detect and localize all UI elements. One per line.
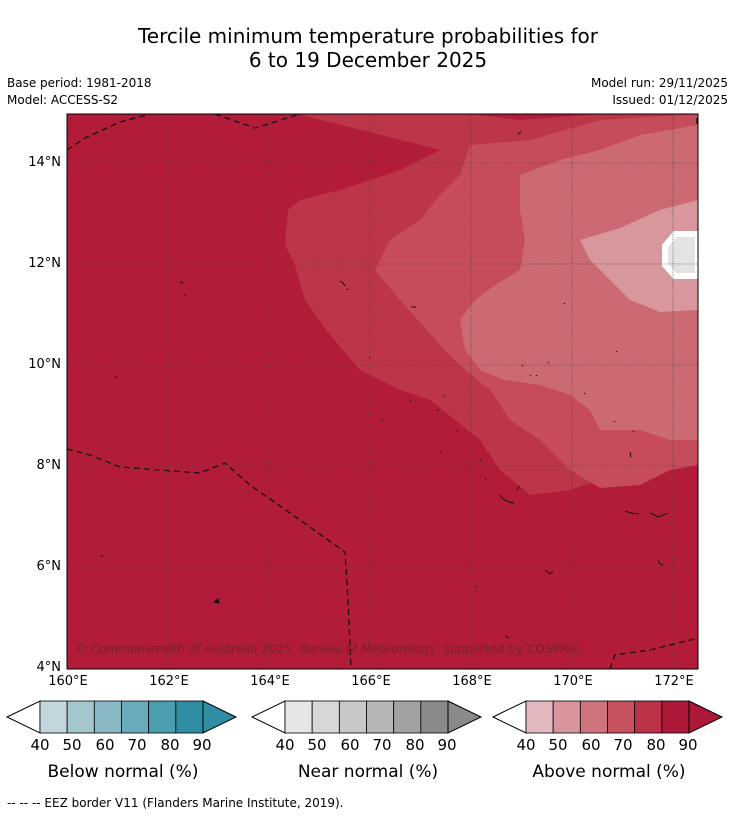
colorbar-segment bbox=[579, 700, 608, 734]
lat-label-4: 4°N bbox=[36, 660, 62, 675]
colorbar-segment bbox=[148, 700, 177, 734]
cb-near-tick: 80 bbox=[405, 736, 425, 754]
cb-below-tick: 50 bbox=[62, 736, 82, 754]
cb-below-tick: 60 bbox=[95, 736, 115, 754]
colorbar-segment bbox=[393, 700, 422, 734]
lon-label-170: 170°E bbox=[553, 674, 593, 689]
colorbar-segment bbox=[93, 700, 122, 734]
lon-label-168: 168°E bbox=[452, 674, 492, 689]
colorbar-segment bbox=[311, 700, 340, 734]
colorbar-below bbox=[5, 700, 238, 734]
colorbar-segment bbox=[525, 700, 554, 734]
colorbar-segment bbox=[607, 700, 636, 734]
map-credit: © Commonwealth of Australia 2025, Bureau… bbox=[75, 642, 581, 656]
lon-label-162: 162°E bbox=[149, 674, 189, 689]
cb-above-tick: 90 bbox=[678, 736, 698, 754]
chart-title-line2: 6 to 19 December 2025 bbox=[248, 48, 488, 72]
lon-label-160: 160°E bbox=[48, 674, 88, 689]
lat-label-6: 6°N bbox=[36, 559, 62, 574]
cb-near-tick: 70 bbox=[372, 736, 392, 754]
contour-near-normal bbox=[662, 231, 698, 279]
cb-below-tick: 40 bbox=[30, 736, 50, 754]
eez-borders bbox=[67, 114, 698, 669]
cb-near-tick: 40 bbox=[275, 736, 295, 754]
contour-above-50 bbox=[580, 200, 698, 312]
lon-label-164: 164°E bbox=[250, 674, 290, 689]
cb-near-tick: 90 bbox=[437, 736, 457, 754]
colorbar-segment bbox=[366, 700, 395, 734]
model-run: Model run: 29/11/2025 bbox=[590, 76, 728, 90]
cb-near-tick: 60 bbox=[340, 736, 360, 754]
model-name: Model: ACCESS-S2 bbox=[7, 93, 119, 107]
colorbar-near-label: Near normal (%) bbox=[297, 762, 439, 782]
colorbar-segment bbox=[338, 700, 367, 734]
contour-above-60 bbox=[460, 125, 698, 440]
colorbar-segment bbox=[175, 700, 204, 734]
colorbar-segment bbox=[66, 700, 95, 734]
cb-below-tick: 80 bbox=[160, 736, 180, 754]
lat-label-14: 14°N bbox=[28, 155, 61, 170]
colorbar-above bbox=[491, 700, 724, 734]
lat-label-12: 12°N bbox=[28, 256, 61, 271]
cb-above-tick: 80 bbox=[646, 736, 666, 754]
colorbar-segment bbox=[121, 700, 150, 734]
lon-label-166: 166°E bbox=[351, 674, 391, 689]
colorbar-segment bbox=[552, 700, 581, 734]
cb-above-tick: 70 bbox=[613, 736, 633, 754]
colorbar-segment bbox=[634, 700, 663, 734]
colorbar-near bbox=[250, 700, 483, 734]
colorbar-segment bbox=[39, 700, 68, 734]
eez-footnote: -- -- -- EEZ border V11 (Flanders Marine… bbox=[7, 796, 344, 810]
cb-above-tick: 60 bbox=[581, 736, 601, 754]
cb-above-tick: 50 bbox=[548, 736, 568, 754]
lon-label-172: 172°E bbox=[654, 674, 694, 689]
graticule bbox=[67, 114, 698, 669]
lat-label-10: 10°N bbox=[28, 357, 61, 372]
issued-date: Issued: 01/12/2025 bbox=[612, 93, 728, 107]
map-frame bbox=[66, 113, 699, 670]
cb-below-tick: 70 bbox=[127, 736, 147, 754]
colorbar-segment bbox=[284, 700, 313, 734]
colorbar-segment bbox=[420, 700, 449, 734]
lat-label-8: 8°N bbox=[36, 458, 62, 473]
colorbar-above-label: Above normal (%) bbox=[532, 762, 686, 782]
colorbar-below-label: Below normal (%) bbox=[47, 762, 199, 782]
colorbar-segment bbox=[661, 700, 690, 734]
islands bbox=[101, 131, 669, 639]
base-period: Base period: 1981-2018 bbox=[7, 76, 152, 90]
cb-above-tick: 40 bbox=[516, 736, 536, 754]
chart-title-line1: Tercile minimum temperature probabilitie… bbox=[137, 24, 599, 48]
cb-near-tick: 50 bbox=[307, 736, 327, 754]
cb-below-tick: 90 bbox=[192, 736, 212, 754]
